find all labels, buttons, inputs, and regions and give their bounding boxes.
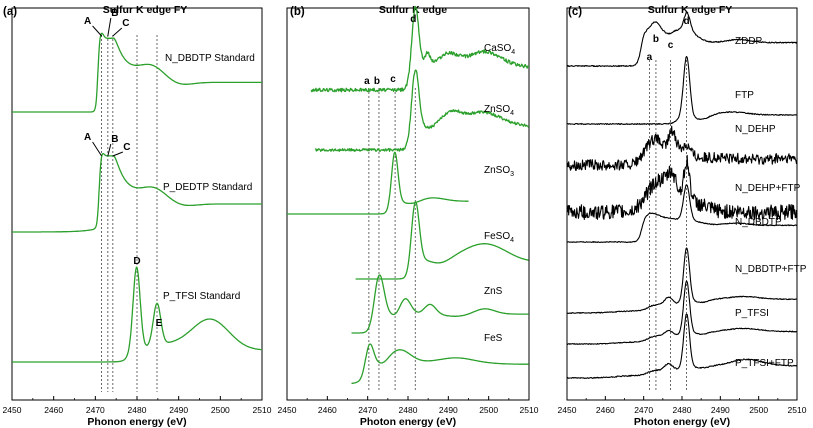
x-tick-label: 2460 [44,405,63,415]
peak-arrow [92,141,103,157]
series-label: P_TFSI Standard [163,291,240,302]
series-label: FeS [484,333,503,344]
series-label: N_DEHP+FTP [735,183,801,194]
panel-b: 2450 2460 2470 2480 2490 2500 2510 Photon energ… [278,4,539,428]
x-axis-label: Phonon energy (eV) [87,416,186,428]
panel-c: 2450 2460 2470 2480 2490 2500 2510 Photon energ… [558,4,807,428]
peak-label: A [84,16,91,27]
x-tick-label: 2470 [634,405,653,415]
peak-arrow [107,17,112,37]
series-line [566,125,798,171]
peak-label: d [410,14,416,25]
plot-frame [566,7,798,401]
x-tick-label: 2470 [86,405,105,415]
series-label: P_TFSI+FTP [735,358,794,369]
series-line [566,184,798,243]
x-tick-label: 2480 [128,405,147,415]
peak-label: C [123,142,130,153]
x-tick-label: 2490 [439,405,458,415]
peak-label: a [364,76,370,87]
x-tick-label: 2490 [169,405,188,415]
peak-label: A [84,132,91,143]
peak-label: C [122,18,129,29]
series-label: FeSO4 [484,231,514,244]
series-line [286,151,469,215]
series-label: N_DBDTP Standard [165,53,255,64]
series-label: N_DEHP [735,124,776,135]
panel-label: (a) [3,6,17,18]
x-tick-label: 2460 [318,405,337,415]
series-line [11,32,263,113]
series-label: N_DBDTP [735,217,782,228]
x-tick-label: 2490 [711,405,730,415]
peak-label: d [684,16,690,27]
series-label: ZDDP [735,36,763,47]
series-line [566,280,798,345]
x-tick-label: 2500 [211,405,230,415]
peak-label: b [653,34,659,45]
panel-a: 2450 2460 2470 2480 2490 2500 2510 Phonon energ… [3,4,272,428]
series-line [351,343,529,385]
x-tick-label: 2480 [673,405,692,415]
peak-arrow [92,25,102,37]
series-label: CaSO4 [484,43,515,56]
peak-arrow [112,151,124,157]
series-line [310,5,530,93]
peak-label: a [647,52,653,63]
series-label: FTP [735,90,754,101]
x-tick-label: 2510 [253,405,272,415]
series-line [566,55,797,126]
x-tick-label: 2500 [479,405,498,415]
x-tick-label: 2450 [3,405,22,415]
panel-label: (c) [568,6,582,18]
series-line [566,247,798,314]
x-tick-label: 2450 [558,405,577,415]
peak-label: E [156,318,163,329]
x-tick-label: 2510 [520,405,539,415]
peak-arrow [112,27,123,37]
x-tick-label: 2450 [278,405,297,415]
series-line [566,11,798,68]
peak-label: B [111,134,118,145]
x-axis-label: Photon energy (eV) [634,416,730,428]
series-line [314,69,530,152]
series-label: ZnSO3 [484,165,514,178]
peak-label: c [668,40,674,51]
series-line [566,313,798,379]
panel-label: (b) [290,6,305,18]
peak-label: B [111,8,118,19]
x-tick-label: 2510 [788,405,807,415]
x-axis-label: Photon energy (eV) [360,416,456,428]
series-line [351,274,529,334]
x-tick-label: 2470 [358,405,377,415]
chart-title: Sulfur K edge FY [103,4,188,16]
peak-arrow [107,143,112,157]
peak-label: c [390,74,396,85]
x-tick-label: 2480 [399,405,418,415]
series-label: ZnS [484,286,503,297]
series-line [355,201,529,280]
series-label: P_TFSI [735,308,769,319]
x-tick-label: 2500 [749,405,768,415]
peak-label: D [133,256,140,267]
chart-title: Sulfur K edge FY [648,4,733,16]
series-line [11,152,263,233]
series-label: N_DBDTP+FTP [735,264,807,275]
series-label: ZnSO4 [484,104,514,117]
series-line [566,154,798,221]
series-line [11,266,263,363]
peak-label: b [374,76,380,87]
chart-title: Sulfur K edge [379,4,447,16]
series-label: P_DEDTP Standard [163,182,252,193]
x-tick-label: 2460 [596,405,615,415]
